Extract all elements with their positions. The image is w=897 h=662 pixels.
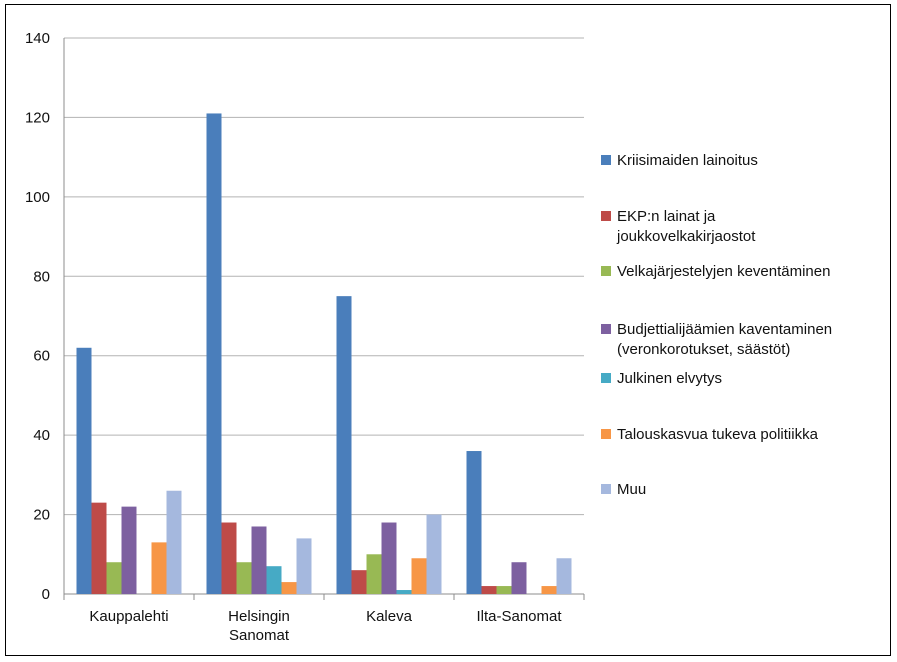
bar [266, 566, 282, 594]
bar [106, 562, 122, 594]
legend-label: EKP:n lainat ja [617, 208, 716, 225]
legend-swatch [601, 266, 611, 276]
x-tick-label: Helsingin [228, 608, 290, 625]
legend-label: Julkinen elvytys [617, 370, 722, 387]
y-tick-label: 140 [25, 30, 50, 47]
bar [396, 590, 412, 594]
bar [381, 522, 397, 594]
bar [511, 562, 527, 594]
bar [541, 586, 557, 594]
x-tick-label: Sanomat [229, 627, 290, 644]
bar [221, 522, 237, 594]
bar [296, 538, 312, 594]
legend-label: Velkajärjestelyjen keventäminen [617, 263, 830, 280]
legend-swatch [601, 211, 611, 221]
legend-swatch [601, 484, 611, 494]
bar [496, 586, 512, 594]
bar [151, 542, 167, 594]
bar [411, 558, 427, 594]
bar [91, 502, 107, 594]
legend-swatch [601, 155, 611, 165]
y-tick-label: 100 [25, 189, 50, 206]
bar [481, 586, 497, 594]
bar [206, 113, 222, 594]
bar [76, 347, 92, 594]
legend-label: Muu [617, 481, 646, 498]
y-tick-label: 60 [33, 348, 50, 365]
bar [351, 570, 367, 594]
bar [466, 451, 482, 594]
legend-swatch [601, 324, 611, 334]
legend-label: joukkovelkakirjaostot [616, 228, 756, 245]
legend-swatch [601, 429, 611, 439]
bar [426, 514, 442, 594]
bar [121, 506, 137, 594]
bar [336, 296, 352, 594]
x-tick-label: Kauppalehti [89, 608, 168, 625]
x-tick-label: Kaleva [366, 608, 413, 625]
x-tick-label: Ilta-Sanomat [476, 608, 562, 625]
bar [366, 554, 382, 594]
legend-label: (veronkorotukset, säästöt) [617, 341, 790, 358]
y-tick-label: 120 [25, 109, 50, 126]
legend-label: Talouskasvua tukeva politiikka [617, 426, 819, 443]
y-tick-label: 80 [33, 268, 50, 285]
bar [556, 558, 572, 594]
bar [251, 526, 267, 594]
y-tick-label: 40 [33, 427, 50, 444]
y-tick-label: 20 [33, 507, 50, 524]
y-tick-label: 0 [42, 586, 50, 603]
bar [166, 490, 182, 594]
legend-label: Kriisimaiden lainoitus [617, 152, 758, 169]
legend-swatch [601, 373, 611, 383]
bar [236, 562, 252, 594]
legend-label: Budjettialijäämien kaventaminen [617, 321, 832, 338]
bar [281, 582, 297, 594]
